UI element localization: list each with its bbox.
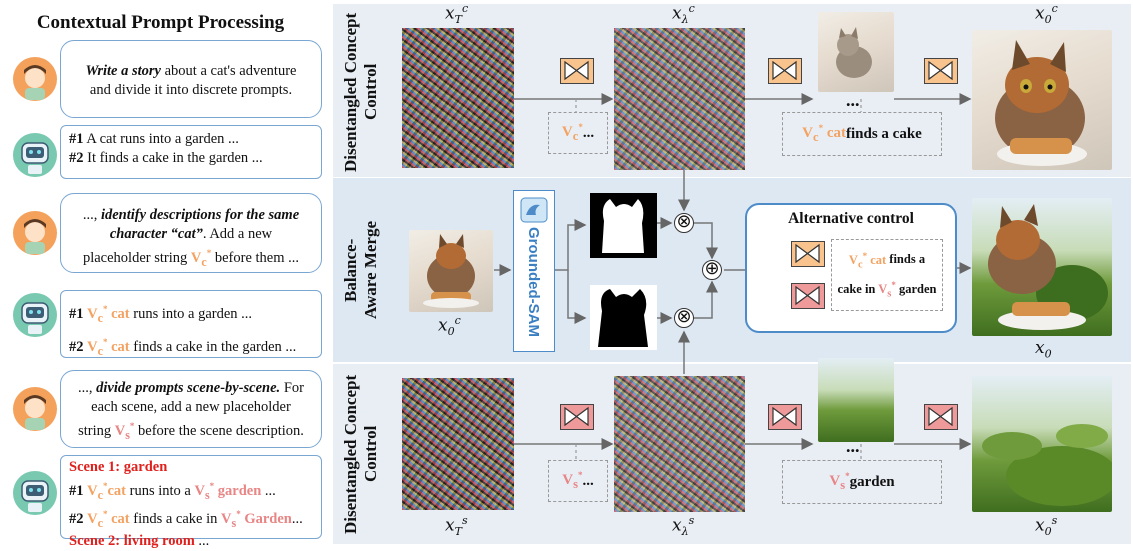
partial-latent-bottom (614, 376, 745, 512)
input-cat-image (409, 230, 493, 312)
list-item: #1 A cat runs into a garden ... (69, 131, 239, 147)
partial-latent-top (614, 28, 745, 170)
grounded-sam-module: Grounded-SAM (513, 190, 555, 352)
prompt-text: about a cat's adventure (160, 63, 297, 79)
scene-heading: Scene 1: garden (69, 459, 168, 475)
xlambda-s-label: xλs (672, 514, 695, 539)
alt-prompt-box: Vc* cat finds a cake in Vs* garden (831, 239, 943, 311)
assistant-reply-bubble-1: #1 A cat runs into a garden ... #2 It fi… (60, 125, 322, 179)
user-avatar-icon (13, 57, 57, 101)
alternative-control-title: Alternative control (788, 210, 914, 227)
list-item: #2 Vc* cat finds a cake in Vs* Garden... (69, 508, 303, 530)
user-prompt-bubble-1: Write a story about a cat's adventure an… (60, 40, 322, 118)
output-garden-image (972, 376, 1118, 512)
assistant-reply-bubble-3: Scene 1: garden #1 Vc*cat runs into a Vs… (60, 455, 322, 549)
ellipsis: ... (846, 436, 860, 456)
user-avatar-icon (13, 211, 57, 255)
grounded-sam-label: Grounded-SAM (525, 227, 542, 337)
merge-section-label: Balance- Aware Merge (341, 221, 380, 320)
unet-icon (924, 58, 958, 84)
unet-icon (791, 283, 825, 309)
user-prompt-bubble-3: ..., divide prompts scene-by-scene. For … (60, 370, 322, 448)
noise-latent-bottom (402, 378, 514, 510)
unet-icon (791, 241, 825, 267)
assistant-reply-bubble-2: #1 Vc* cat runs into a garden ... #2 Vc*… (60, 290, 322, 358)
unet-icon (924, 404, 958, 430)
robot-avatar-icon (13, 293, 57, 337)
list-item: #2 It finds a cake in the garden ... (69, 150, 263, 166)
add-op-icon: ⊕ (702, 260, 722, 280)
x0-c-input-label: x0c (438, 314, 461, 339)
user-avatar-icon (13, 387, 57, 431)
xT-s-label: xTs (445, 514, 468, 539)
ellipsis: ... (846, 90, 860, 110)
x0-merged-label: x0 (1035, 338, 1052, 361)
xT-c-label: xTc (445, 2, 469, 27)
unet-icon (768, 404, 802, 430)
list-item: #2 Vc* cat finds a cake in the garden ..… (69, 336, 297, 358)
prompt-box-bottom: Vs* ... (548, 460, 608, 502)
prompt-emphasis: Write a story (85, 63, 161, 79)
caption-box-top: Vc* cat finds a cake (782, 112, 942, 156)
left-panel-title: Contextual Prompt Processing (36, 12, 285, 33)
intermediate-garden-image (818, 358, 894, 442)
scene-heading: Scene 2: living room (69, 533, 195, 550)
cat-mask (590, 193, 657, 258)
alternative-control-box: Alternative control Vc* cat finds a cake… (745, 203, 957, 333)
intermediate-cat-image (818, 12, 894, 92)
user-prompt-bubble-2: ..., identify descriptions for the same … (60, 193, 322, 273)
bottom-section-label: Disentangled Concept Control (341, 374, 380, 534)
background-mask (590, 285, 657, 350)
x0-c-label: x0c (1035, 2, 1058, 27)
x0-s-label: x0s (1035, 514, 1058, 539)
output-cat-image (972, 30, 1112, 170)
robot-avatar-icon (13, 471, 57, 515)
top-section-label: Disentangled Concept Control (341, 12, 380, 172)
prompt-box-top: Vc* ... (548, 112, 608, 154)
grounded-sam-logo-icon (520, 197, 548, 223)
prompt-text: and divide it into discrete prompts. (89, 82, 293, 98)
unet-icon (768, 58, 802, 84)
unet-icon (560, 58, 594, 84)
multiply-op-icon: ⊗ (674, 213, 694, 233)
xlambda-c-label: xλc (672, 2, 695, 27)
list-item: #1 Vc* cat runs into a garden ... (69, 304, 253, 325)
caption-box-bottom: Vs* garden (782, 460, 942, 504)
list-item: #1 Vc*cat runs into a Vs* garden ... (69, 481, 276, 502)
robot-avatar-icon (13, 133, 57, 177)
merged-output-image (972, 198, 1112, 336)
unet-icon (560, 404, 594, 430)
noise-latent-top (402, 28, 514, 168)
multiply-op-icon: ⊗ (674, 308, 694, 328)
